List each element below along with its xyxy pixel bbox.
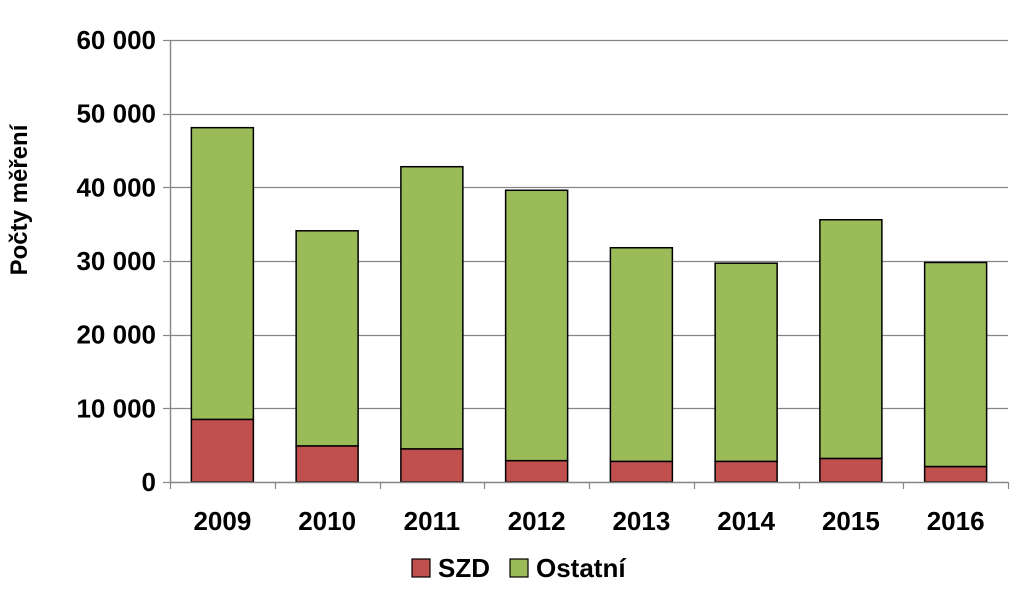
y-axis-title: Počty měření (6, 123, 33, 275)
y-tick-labels: 0 10 000 20 000 30 000 40 000 50 000 60 000 (76, 25, 156, 497)
legend-label-ostatn-: Ostatní (536, 553, 626, 583)
x-tick-label: 2012 (508, 506, 566, 536)
bars (190, 126, 988, 483)
y-tick-label: 0 (142, 467, 156, 497)
bar-segment-szd-2014 (714, 460, 778, 483)
bar-segment-ostatn--2014 (714, 262, 778, 463)
y-tick-label: 40 000 (76, 172, 156, 202)
x-tick-label: 2013 (612, 506, 670, 536)
y-tick-label: 60 000 (76, 25, 156, 55)
x-tick-label: 2015 (822, 506, 880, 536)
x-tick-label: 2016 (927, 506, 985, 536)
bar-segment-szd-2011 (400, 448, 464, 483)
y-tick-label: 50 000 (76, 99, 156, 129)
y-tick-label: 10 000 (76, 393, 156, 423)
y-tick-label: 20 000 (76, 320, 156, 350)
legend: SZD Ostatní (411, 553, 626, 583)
x-tick-labels: 2009 2010 2011 2012 2013 2014 2015 2016 (193, 506, 984, 536)
bar-segment-ostatn--2011 (400, 165, 464, 450)
bar-segment-ostatn--2015 (819, 218, 883, 460)
legend-swatch-szd (411, 558, 431, 578)
bar-segment-szd-2013 (609, 460, 674, 483)
x-tick-label: 2011 (404, 506, 460, 536)
bar-segment-ostatn--2016 (923, 261, 988, 468)
x-tick-label: 2010 (298, 506, 356, 536)
bar-segment-ostatn--2013 (609, 246, 674, 463)
bar-segment-szd-2009 (190, 418, 255, 483)
bar-segment-ostatn--2010 (295, 230, 359, 447)
bar-segment-szd-2010 (295, 445, 359, 483)
bar-segment-szd-2015 (819, 457, 883, 483)
axes (163, 39, 1010, 489)
x-tick-label: 2009 (193, 506, 251, 536)
bar-segment-szd-2016 (923, 465, 988, 483)
bar-segment-ostatn--2012 (504, 189, 569, 462)
bar-segment-ostatn--2009 (190, 126, 255, 421)
x-tick-label: 2014 (717, 506, 775, 536)
y-tick-label: 30 000 (76, 246, 156, 276)
bar-segment-szd-2012 (504, 459, 569, 483)
legend-label-szd: SZD (438, 553, 490, 583)
legend-swatch-ostatn- (509, 558, 529, 578)
